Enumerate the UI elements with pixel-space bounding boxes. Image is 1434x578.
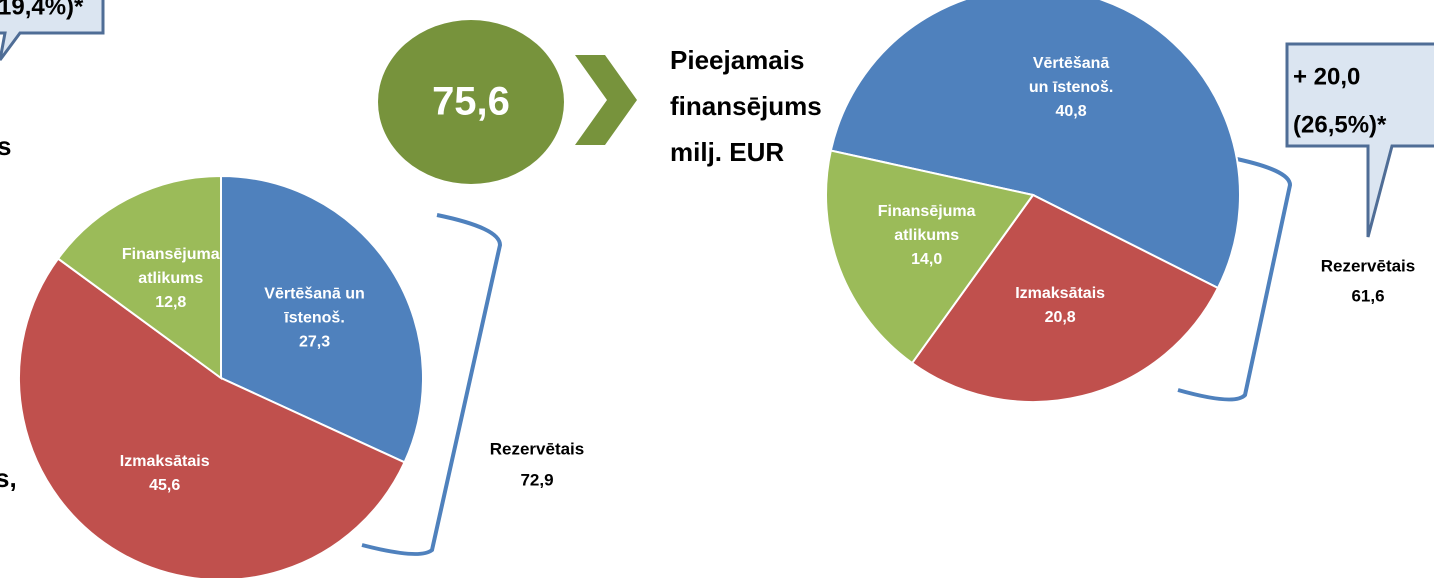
- pie-slice: [17, 257, 406, 578]
- callout-box: [0, 0, 105, 61]
- slice-value: 40,8: [1056, 103, 1087, 120]
- callout-text: (26,5%)*: [1293, 111, 1387, 138]
- slice-value: 20,8: [1045, 309, 1076, 326]
- slice-label: atlikums: [138, 270, 203, 287]
- slice-label: Finansējuma: [122, 246, 220, 263]
- total-circle: [378, 20, 564, 184]
- pie-slice: [825, 149, 1035, 365]
- caption: finansējums: [670, 91, 822, 121]
- bracket-value: 61,6: [1351, 286, 1384, 305]
- slice-label: īstenoš.: [283, 309, 344, 326]
- callout-text: + 20,0: [1293, 63, 1360, 90]
- slice-label: un īstenoš.: [1029, 79, 1113, 96]
- slice-label: Izmaksātais: [1015, 285, 1105, 302]
- slice-label: Finansējuma: [878, 203, 976, 220]
- slice-label: Izmaksātais: [120, 453, 210, 470]
- callout-box: [1285, 42, 1434, 238]
- caption: milj. EUR: [670, 137, 784, 167]
- bracket-label: Rezervētais: [1321, 256, 1416, 275]
- pie-slice: [910, 193, 1220, 403]
- bracket: [1177, 156, 1293, 402]
- slice-value: 12,8: [155, 294, 186, 311]
- slice-label: Vērtēšanā un: [264, 285, 364, 302]
- total-value: 75,6: [432, 80, 510, 124]
- bracket-value: 72,9: [520, 470, 553, 489]
- slice-label: Vērtēšanā: [1033, 55, 1110, 72]
- chevron: [575, 55, 637, 145]
- bracket-label: Rezervētais: [490, 439, 585, 458]
- slice-label: atlikums: [894, 227, 959, 244]
- caption: Pieejamais: [670, 45, 804, 75]
- pie-slice: [220, 174, 424, 464]
- pie-slice: [829, 0, 1241, 290]
- cropped-text: s,: [0, 463, 17, 493]
- slice-value: 14,0: [911, 251, 942, 268]
- slice-value: 27,3: [299, 333, 330, 350]
- pie-slice: [56, 174, 222, 380]
- bracket: [361, 213, 503, 556]
- cropped-text: s: [0, 131, 11, 161]
- slice-value: 45,6: [149, 477, 180, 494]
- callout-text: 19,4%)*: [0, 0, 84, 20]
